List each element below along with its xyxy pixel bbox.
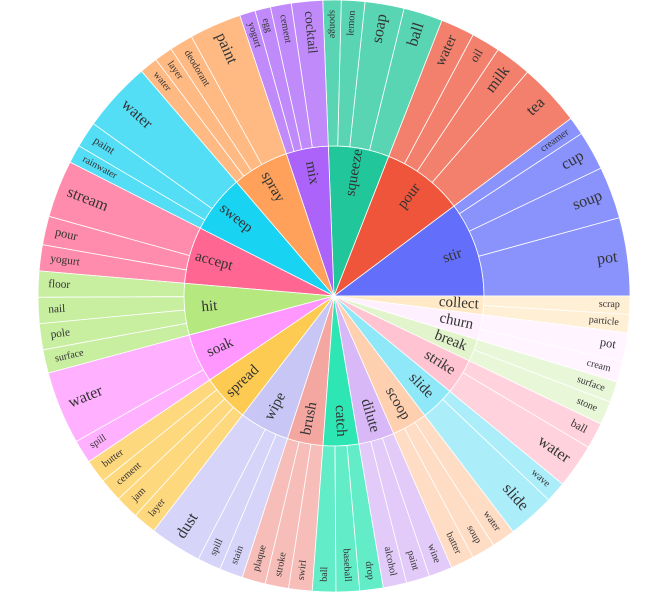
inner-label-collect: collect: [438, 294, 480, 313]
outer-label-catch-ball: ball: [319, 566, 331, 582]
inner-label-catch: catch: [332, 405, 349, 438]
outer-label-stir-pot: pot: [596, 248, 619, 268]
outer-label-mix-egg: egg: [260, 17, 274, 34]
outer-label-squeeze-ball: ball: [404, 20, 428, 49]
outer-label-catch-drop: drop: [363, 561, 376, 581]
outer-label-collect-particle: particle: [588, 314, 619, 328]
outer-label-squeeze-sponge: sponge: [327, 10, 338, 39]
outer-label-accept-yogurt: yogurt: [50, 253, 82, 269]
inner-label-hit: hit: [201, 298, 219, 315]
outer-label-accept-pour: pour: [54, 225, 80, 244]
outer-label-hit-floor: floor: [48, 278, 71, 291]
sunburst-segments: [37, 0, 631, 593]
outer-label-squeeze-soap: soap: [369, 13, 391, 45]
outer-label-hit-pole: pole: [50, 326, 71, 341]
inner-label-churn: churn: [438, 310, 475, 333]
outer-label-catch-baseball: baseball: [341, 548, 354, 582]
outer-label-collect-scrap: scrap: [599, 299, 620, 311]
outer-label-mix-cocktail: cocktail: [302, 10, 321, 54]
inner-label-brush: brush: [298, 400, 320, 436]
inner-label-mix: mix: [302, 160, 322, 186]
outer-label-hit-nail: nail: [48, 303, 66, 316]
outer-label-brush-swirl: swirl: [296, 559, 309, 581]
outer-label-brush-stroke: stroke: [273, 551, 289, 578]
inner-label-stir: stir: [441, 245, 464, 266]
outer-segment-collect-scrap[interactable]: [483, 295, 631, 315]
outer-label-churn-pot: pot: [599, 335, 618, 352]
inner-label-squeeze: squeeze: [342, 148, 366, 198]
outer-label-mix-cement: cement: [277, 14, 293, 45]
outer-label-squeeze-lemon: lemon: [345, 10, 358, 36]
